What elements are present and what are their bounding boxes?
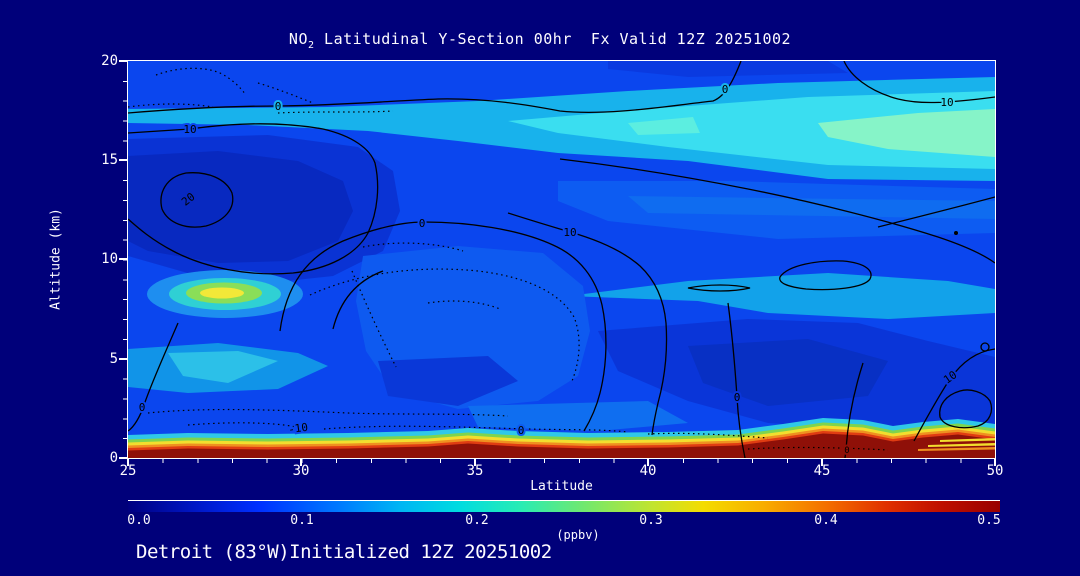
contour-label: 0 <box>139 401 146 414</box>
contour-label: 0 <box>844 446 849 456</box>
x-tick-label: 40 <box>639 463 657 479</box>
footer-annotation: Detroit (83°W)Initialized 12Z 20251002 <box>136 541 552 563</box>
chart-title: NO2 Latitudinal Y-Section 00hr Fx Valid … <box>0 30 1080 51</box>
y-tick-label: 0 <box>109 450 118 466</box>
contour-label: 10 <box>563 226 576 239</box>
y-minor-ticks <box>123 61 127 459</box>
x-minor-ticks <box>128 459 996 463</box>
contour-label: -10 <box>287 421 308 437</box>
y-tick-label: 20 <box>101 53 118 69</box>
colorbar-tick-label: 0.3 <box>639 513 663 528</box>
colorbar-unit-label: (ppbv) <box>556 528 600 542</box>
contour-label: 0 <box>419 217 426 230</box>
chart-title-rest: Latitudinal Y-Section 00hr Fx Valid 12Z … <box>314 30 792 48</box>
y-major-tick <box>119 159 127 161</box>
y-major-tick <box>119 457 127 459</box>
chart-title-prefix: NO <box>288 30 308 48</box>
y-major-tick <box>119 358 127 360</box>
contour-label: 10 <box>183 123 196 136</box>
x-tick-label: 35 <box>466 463 484 479</box>
colorbar-tick-label: 0.1 <box>290 513 314 528</box>
contour-label: 0 <box>275 100 282 113</box>
y-tick-label: 10 <box>101 251 118 267</box>
colorbar-tick-label: 0.2 <box>465 513 489 528</box>
x-major-tick <box>647 458 649 466</box>
contour-label: 10 <box>940 96 953 109</box>
x-tick-label: 50 <box>986 463 1004 479</box>
chart-title-subscript: 2 <box>307 40 315 51</box>
x-tick-label: 45 <box>813 463 831 479</box>
plot-area: 0 10 20 0 10 0 10 0 -10 0 0 10 0 <box>127 60 996 459</box>
contour-field-svg: 0 10 20 0 10 0 10 0 -10 0 0 10 0 <box>128 61 995 458</box>
contour-label: 0 <box>722 83 729 96</box>
colorbar-tick-label: 0.4 <box>814 513 838 528</box>
x-major-tick <box>994 458 996 466</box>
x-tick-label: 30 <box>292 463 310 479</box>
x-tick-label: 25 <box>119 463 137 479</box>
contour-label: 0 <box>734 391 741 404</box>
x-major-tick <box>127 458 129 466</box>
colorbar-tick-label: 0.0 <box>127 513 151 528</box>
y-tick-label: 15 <box>101 152 118 168</box>
x-major-tick <box>474 458 476 466</box>
colorbar-tick-label: 0.5 <box>977 513 1001 528</box>
y-tick-label: 5 <box>109 351 118 367</box>
x-major-tick <box>821 458 823 466</box>
x-axis-title: Latitude <box>530 479 593 494</box>
colorbar <box>128 500 1000 512</box>
y-major-tick <box>119 60 127 62</box>
y-major-tick <box>119 258 127 260</box>
contour-label: 0 <box>518 424 525 437</box>
x-major-tick <box>300 458 302 466</box>
